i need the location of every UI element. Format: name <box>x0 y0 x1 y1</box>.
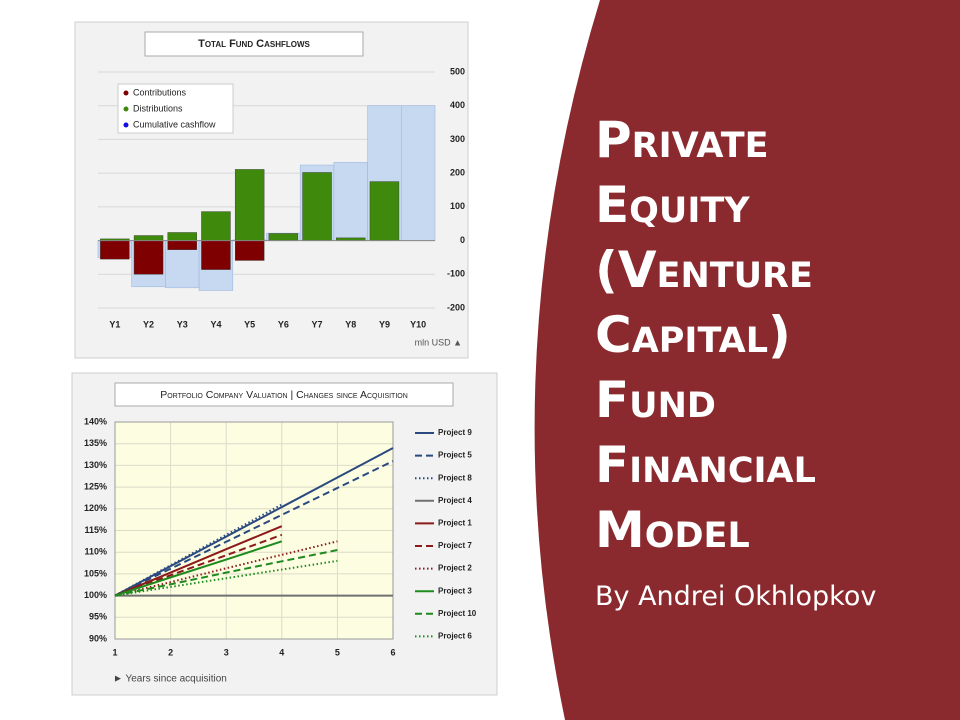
bar <box>201 240 231 270</box>
bar <box>167 232 197 241</box>
legend-label: Project 1 <box>438 519 472 528</box>
bar <box>268 233 299 241</box>
y-tick-label: 95% <box>89 612 107 622</box>
x-tick-label: Y6 <box>278 319 289 329</box>
y-tick-label: 120% <box>84 503 107 513</box>
chart-title: Total Fund Cashflows <box>198 38 310 50</box>
slide-title-line: Financial <box>595 436 816 494</box>
bar <box>201 211 231 241</box>
legend-label: Project 8 <box>438 473 472 482</box>
slide-title-line: Private <box>595 111 768 169</box>
series-line <box>114 533 283 597</box>
legend-label: Project 3 <box>438 586 472 595</box>
bar <box>302 172 332 241</box>
legend-label: Project 5 <box>438 451 472 460</box>
series-line <box>114 559 338 597</box>
legend-label: Contributions <box>133 87 187 97</box>
x-axis-label: ► Years since acquisition <box>113 674 227 685</box>
title-panel <box>534 0 960 720</box>
x-tick-label: 2 <box>168 647 173 657</box>
x-tick-label: 6 <box>390 647 395 657</box>
legend-dot <box>123 90 129 96</box>
x-tick-label: Y8 <box>345 319 356 329</box>
author: By Andrei Okhlopkov <box>595 581 876 612</box>
x-tick-label: Y1 <box>109 319 120 329</box>
bar <box>234 240 265 261</box>
x-tick-label: 5 <box>335 647 340 657</box>
y-tick-label: 135% <box>84 438 107 448</box>
bar <box>133 240 164 275</box>
x-tick-label: 4 <box>279 647 284 657</box>
legend-dot <box>123 122 129 128</box>
y-tick-label: 100% <box>84 590 107 600</box>
bar <box>133 235 164 241</box>
y-tick-label: 500 <box>450 66 465 76</box>
y-tick-label: 110% <box>84 547 107 557</box>
chart-title: Portfolio Company Valuation | Changes si… <box>160 389 408 401</box>
series-line <box>114 549 338 597</box>
bar <box>234 169 265 241</box>
y-tick-label: 125% <box>84 481 107 491</box>
legend-label: Project 10 <box>438 609 477 618</box>
x-tick-label: Y9 <box>379 319 390 329</box>
x-tick-label: Y2 <box>143 319 154 329</box>
x-tick-label: 1 <box>112 647 117 657</box>
y-tick-label: -200 <box>447 302 465 312</box>
x-tick-label: Y3 <box>177 319 188 329</box>
y-tick-label: 200 <box>450 168 465 178</box>
y-tick-label: 115% <box>84 525 107 535</box>
legend-dot <box>123 106 129 112</box>
y-tick-label: 90% <box>89 633 107 643</box>
title-box <box>144 31 364 57</box>
bar <box>369 181 400 241</box>
legend-label: Cumulative cashflow <box>133 119 216 129</box>
x-tick-label: Y7 <box>312 319 323 329</box>
bar <box>100 240 130 260</box>
x-tick-label: Y5 <box>244 319 255 329</box>
series-line <box>114 460 394 597</box>
unit-note: mln USD ▲ <box>415 337 462 347</box>
y-tick-label: 140% <box>84 416 107 426</box>
x-tick-label: Y4 <box>210 319 221 329</box>
series-line <box>114 540 283 597</box>
series-line <box>114 525 283 597</box>
x-tick-label: 3 <box>224 647 229 657</box>
y-tick-label: 400 <box>450 100 465 110</box>
cumulative-step <box>333 162 368 241</box>
legend-label: Project 4 <box>438 496 472 505</box>
y-tick-label: -100 <box>447 269 465 279</box>
x-tick-label: Y10 <box>410 319 426 329</box>
y-tick-label: 105% <box>84 568 107 578</box>
cumulative-step <box>400 105 436 241</box>
plot-border <box>114 421 394 640</box>
legend-label: Project 9 <box>438 428 472 437</box>
legend-label: Project 7 <box>438 541 472 550</box>
legend-label: Project 6 <box>438 632 472 641</box>
slide-title-line: Fund <box>595 371 716 429</box>
legend-label: Distributions <box>133 103 183 113</box>
y-tick-label: 100 <box>450 201 465 211</box>
slide-title-line: (Venture <box>595 241 813 299</box>
legend-label: Project 2 <box>438 564 472 573</box>
y-tick-label: 0 <box>460 235 465 245</box>
y-tick-label: 130% <box>84 460 107 470</box>
legend-box <box>117 83 234 134</box>
bar <box>167 240 197 250</box>
slide-title-line: Model <box>595 501 750 559</box>
y-tick-label: 300 <box>450 134 465 144</box>
slide-title-line: Capital) <box>595 306 791 364</box>
title-box <box>114 382 454 407</box>
slide-title-line: Equity <box>595 176 750 234</box>
